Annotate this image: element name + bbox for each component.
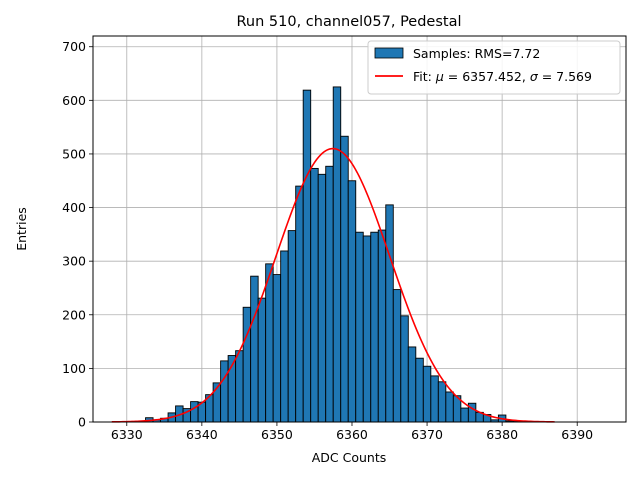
histogram-bar — [385, 204, 394, 423]
x-tick-label: 6380 — [486, 427, 518, 442]
histogram-bar — [287, 230, 297, 423]
legend-sigma-value: = 7.569 — [538, 69, 592, 84]
y-tick-label: 300 — [62, 254, 86, 269]
legend-swatch-samples — [374, 47, 404, 59]
x-tick-label: 6360 — [336, 427, 368, 442]
histogram-bar — [392, 289, 402, 423]
histogram-bar — [310, 167, 319, 423]
x-tick-label: 6370 — [411, 427, 443, 442]
histogram-bar — [407, 346, 417, 423]
histogram-bar — [325, 165, 334, 423]
x-tick-label: 6390 — [561, 427, 593, 442]
y-axis-label: Entries — [14, 207, 29, 251]
histogram-bar — [257, 297, 267, 423]
x-tick-label: 6330 — [111, 427, 143, 442]
y-tick-label: 200 — [62, 307, 86, 322]
x-tick-label: 6340 — [186, 427, 218, 442]
histogram-bar — [280, 250, 289, 423]
histogram-bar — [430, 375, 439, 423]
legend-fit-prefix: Fit: — [413, 69, 436, 84]
x-axis-label: ADC Counts — [312, 450, 387, 465]
y-tick-label: 600 — [62, 93, 86, 108]
histogram-bar — [235, 350, 244, 423]
histogram-bar — [370, 231, 379, 423]
histogram-bar — [415, 357, 424, 423]
legend-label-fit: Fit: μ = 6357.452, σ = 7.569 — [413, 69, 592, 84]
histogram-bar — [355, 231, 364, 423]
histogram-bar — [242, 306, 252, 423]
y-tick-label: 500 — [62, 146, 86, 161]
legend: Samples: RMS=7.72 Fit: μ = 6357.452, σ =… — [367, 40, 621, 95]
legend-box — [367, 40, 621, 95]
histogram-bar — [340, 135, 349, 423]
x-tick-label: 6350 — [261, 427, 293, 442]
histogram-bar — [437, 381, 447, 423]
histogram-bar — [460, 407, 469, 423]
histogram-bar — [332, 86, 342, 423]
histogram-bar — [445, 391, 454, 423]
histogram-bar — [220, 360, 229, 423]
histogram-bar — [295, 185, 304, 423]
gaussian-fit-curve — [111, 147, 555, 423]
y-tick-label: 100 — [62, 361, 86, 376]
legend-sigma-symbol: σ — [530, 69, 539, 84]
x-axis: 6330 6340 6350 6360 6370 6380 6390 — [111, 422, 593, 442]
y-tick-label: 400 — [62, 200, 86, 215]
chart-title: Run 510, channel057, Pedestal — [236, 14, 461, 30]
histogram-bar — [362, 235, 372, 423]
histogram-bar — [317, 173, 327, 423]
plot-frame — [92, 35, 627, 423]
legend-mu-value: = 6357.452, — [444, 69, 530, 84]
histogram-bar — [272, 274, 282, 423]
histogram-bar — [265, 263, 274, 423]
histogram-bar — [190, 401, 199, 423]
y-tick-label: 0 — [78, 415, 86, 430]
y-tick-label: 700 — [62, 39, 86, 54]
histogram-bar — [250, 275, 259, 423]
y-axis: 0 100 200 300 400 500 600 700 — [62, 39, 93, 430]
legend-label-samples: Samples: RMS=7.72 — [413, 46, 540, 61]
legend-mu-symbol: μ — [435, 69, 444, 84]
histogram-bar — [347, 180, 357, 423]
histogram-bar — [422, 365, 432, 423]
histogram-bar — [302, 89, 312, 423]
histogram-bar — [377, 229, 387, 423]
histogram-bar — [400, 315, 409, 423]
